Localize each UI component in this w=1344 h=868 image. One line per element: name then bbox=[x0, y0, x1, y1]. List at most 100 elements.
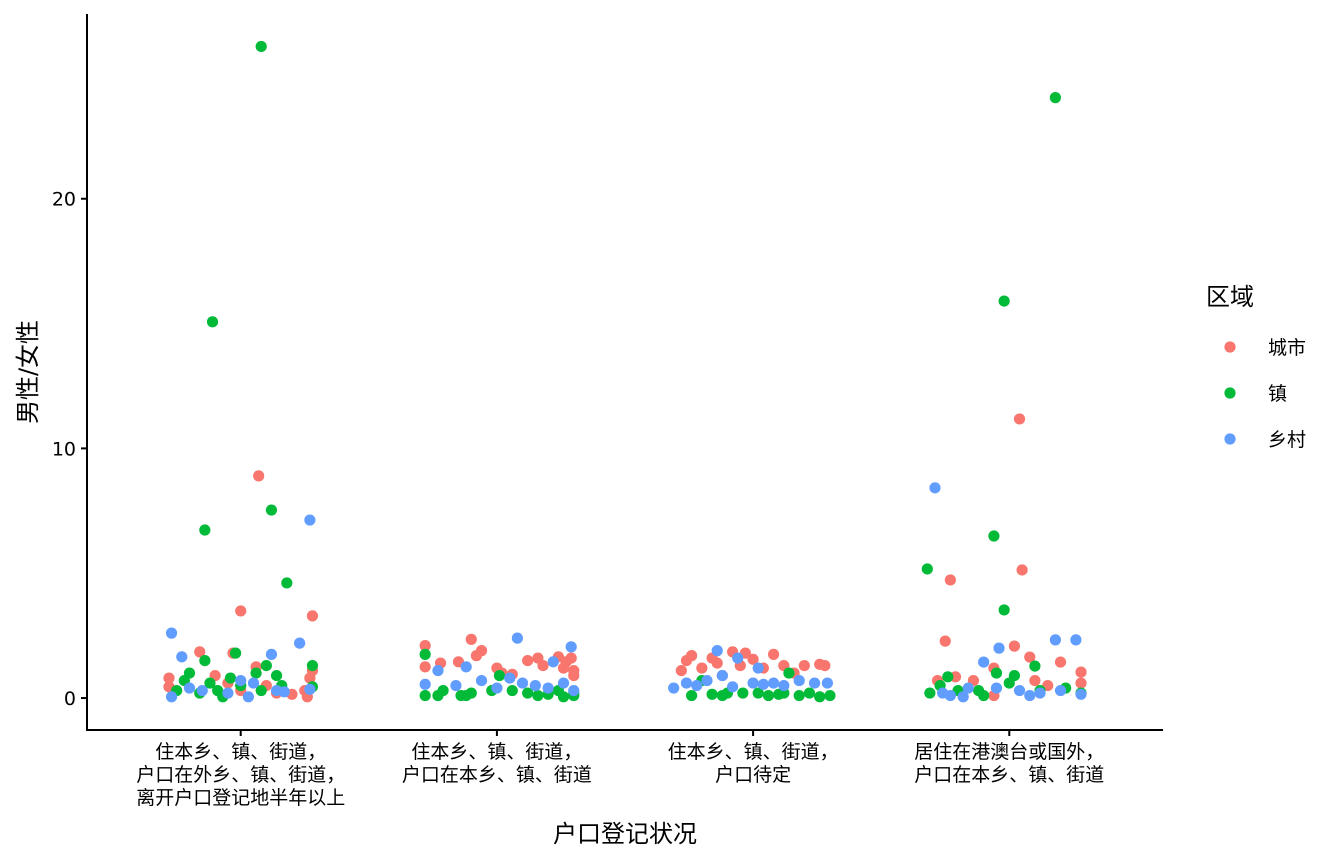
data-point-镇 bbox=[803, 687, 816, 699]
data-point-乡村 bbox=[1070, 634, 1082, 646]
data-point-乡村 bbox=[808, 677, 821, 689]
x-tick-label: 户口在本乡、镇、街道 bbox=[402, 764, 592, 786]
data-point-城市 bbox=[819, 659, 831, 672]
data-point-城市 bbox=[949, 671, 962, 683]
data-point-城市 bbox=[194, 646, 206, 658]
data-point-镇 bbox=[255, 40, 267, 53]
data-point-城市 bbox=[235, 605, 247, 617]
data-point-镇 bbox=[1049, 92, 1061, 104]
data-point-城市 bbox=[1016, 564, 1028, 576]
data-point-镇 bbox=[686, 689, 698, 702]
data-point-镇 bbox=[921, 563, 933, 575]
data-point-城市 bbox=[1075, 677, 1087, 689]
data-point-城市 bbox=[465, 633, 477, 645]
data-point-镇 bbox=[557, 691, 570, 703]
data-point-城市 bbox=[1024, 651, 1036, 663]
data-point-镇 bbox=[199, 654, 211, 667]
data-point-镇 bbox=[988, 530, 1000, 542]
data-point-城市 bbox=[767, 648, 780, 660]
data-point-乡村 bbox=[767, 677, 780, 689]
data-point-乡村 bbox=[294, 637, 306, 649]
data-point-镇 bbox=[506, 684, 518, 697]
x-tick-label: 住本乡、镇、街道， bbox=[411, 741, 582, 763]
data-point-乡村 bbox=[557, 677, 570, 689]
legend-label: 城市 bbox=[1268, 337, 1306, 359]
data-point-镇 bbox=[752, 687, 764, 699]
data-point-乡村 bbox=[511, 632, 523, 644]
data-point-乡村 bbox=[165, 691, 178, 703]
legend-key bbox=[1224, 433, 1236, 445]
legend-title: 区域 bbox=[1206, 283, 1254, 311]
data-point-镇 bbox=[942, 671, 954, 683]
data-point-镇 bbox=[306, 659, 319, 672]
data-point-城市 bbox=[747, 653, 759, 665]
data-point-乡村 bbox=[304, 514, 316, 526]
data-point-镇 bbox=[762, 689, 775, 702]
x-tick-label: 户口在本乡、镇、街道 bbox=[914, 764, 1104, 786]
data-point-乡村 bbox=[183, 682, 196, 694]
data-point-镇 bbox=[998, 604, 1010, 616]
data-point-镇 bbox=[419, 689, 431, 702]
data-point-乡村 bbox=[491, 682, 503, 694]
data-point-镇 bbox=[998, 295, 1010, 307]
data-point-乡村 bbox=[450, 679, 462, 692]
data-point-城市 bbox=[944, 574, 956, 586]
data-point-镇 bbox=[978, 689, 990, 702]
y-tick-label: 20 bbox=[52, 189, 76, 211]
data-point-乡村 bbox=[460, 661, 472, 673]
data-point-乡村 bbox=[691, 679, 703, 692]
data-point-乡村 bbox=[1024, 689, 1036, 702]
data-point-城市 bbox=[537, 659, 549, 672]
data-point-乡村 bbox=[247, 677, 260, 689]
data-point-乡村 bbox=[265, 648, 278, 660]
data-point-乡村 bbox=[752, 662, 764, 674]
data-point-乡村 bbox=[542, 682, 554, 694]
data-point-城市 bbox=[253, 470, 265, 482]
data-point-乡村 bbox=[716, 669, 728, 682]
data-point-城市 bbox=[1075, 666, 1087, 678]
data-point-城市 bbox=[568, 669, 580, 682]
data-point-镇 bbox=[206, 316, 219, 328]
data-point-乡村 bbox=[680, 677, 693, 689]
data-point-城市 bbox=[686, 650, 698, 662]
data-point-城市 bbox=[1054, 656, 1067, 668]
data-point-城市 bbox=[798, 659, 810, 672]
data-point-乡村 bbox=[732, 652, 744, 664]
data-point-城市 bbox=[1013, 413, 1026, 425]
data-point-乡村 bbox=[235, 674, 247, 687]
points-layer bbox=[163, 40, 1087, 703]
data-point-乡村 bbox=[165, 627, 178, 639]
data-point-镇 bbox=[1008, 669, 1021, 682]
data-point-镇 bbox=[924, 687, 936, 699]
data-point-城市 bbox=[696, 662, 708, 674]
data-point-镇 bbox=[183, 667, 196, 679]
legend-label: 镇 bbox=[1268, 383, 1287, 405]
data-point-乡村 bbox=[747, 677, 759, 689]
data-point-镇 bbox=[493, 669, 506, 682]
data-point-镇 bbox=[255, 684, 267, 697]
y-ticks: 0 10 20 bbox=[52, 189, 87, 710]
data-point-城市 bbox=[1008, 640, 1021, 652]
data-point-镇 bbox=[783, 667, 795, 679]
data-point-乡村 bbox=[929, 482, 941, 494]
x-tick-label: 户口待定 bbox=[715, 764, 791, 786]
data-point-乡村 bbox=[711, 645, 723, 657]
x-tick-label: 住本乡、镇、街道， bbox=[155, 741, 326, 763]
data-point-乡村 bbox=[1049, 634, 1061, 646]
data-point-乡村 bbox=[978, 656, 990, 668]
data-point-乡村 bbox=[778, 679, 790, 692]
data-point-镇 bbox=[706, 688, 718, 700]
data-point-城市 bbox=[711, 657, 723, 669]
data-point-乡村 bbox=[475, 674, 488, 687]
data-point-城市 bbox=[522, 654, 534, 667]
data-point-镇 bbox=[199, 524, 211, 536]
data-point-乡村 bbox=[701, 674, 713, 687]
data-point-镇 bbox=[419, 648, 431, 660]
data-point-镇 bbox=[204, 677, 216, 689]
data-point-乡村 bbox=[278, 686, 290, 698]
x-ticks: 住本乡、镇、街道，户口在外乡、镇、街道，离开户口登记地半年以上住本乡、镇、街道，… bbox=[136, 730, 1104, 809]
y-tick-label: 0 bbox=[64, 688, 76, 710]
legend-label: 乡村 bbox=[1268, 429, 1306, 451]
data-point-城市 bbox=[419, 640, 431, 652]
